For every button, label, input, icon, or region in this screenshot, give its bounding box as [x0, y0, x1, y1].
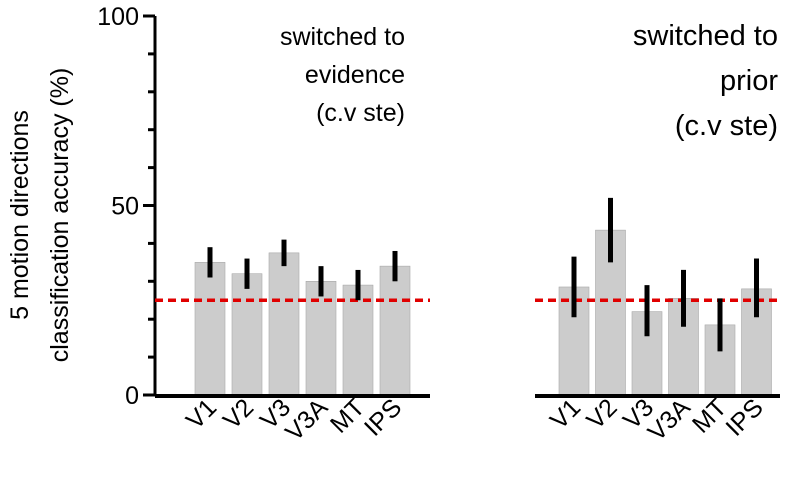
y-tick-label: 100 [97, 3, 139, 31]
x-tick-label: V2 [218, 393, 259, 434]
panel-title-line: prior [720, 65, 778, 97]
bar-v1 [194, 262, 226, 396]
bar-v2 [231, 273, 263, 396]
bar-v3 [268, 252, 300, 396]
y-axis-label-line: classification accuracy (%) [46, 68, 74, 363]
bar-ips [379, 265, 411, 396]
panel-title-line: evidence [305, 61, 405, 89]
y-axis-label: 5 motion directions classification accura… [6, 68, 74, 363]
bar-v3a [305, 280, 337, 396]
y-axis-label-line: 5 motion directions [6, 110, 34, 320]
bar-v2 [595, 229, 626, 396]
x-tick-label: V2 [581, 393, 622, 434]
x-tick-label: IPS [359, 393, 407, 441]
x-tick-label: V1 [545, 393, 586, 434]
panel-title-line: (c.v ste) [675, 110, 778, 142]
x-tick-label: V1 [181, 393, 222, 434]
bar-mt [342, 284, 374, 396]
bar-v1 [558, 286, 590, 396]
x-tick-label: IPS [720, 393, 768, 441]
y-tick-label: 50 [111, 193, 139, 221]
y-tick-label: 0 [125, 382, 139, 410]
panel-title-line: switched to [280, 23, 405, 51]
panel-title-line: switched to [633, 20, 778, 52]
panel-title-line: (c.v ste) [316, 99, 405, 127]
